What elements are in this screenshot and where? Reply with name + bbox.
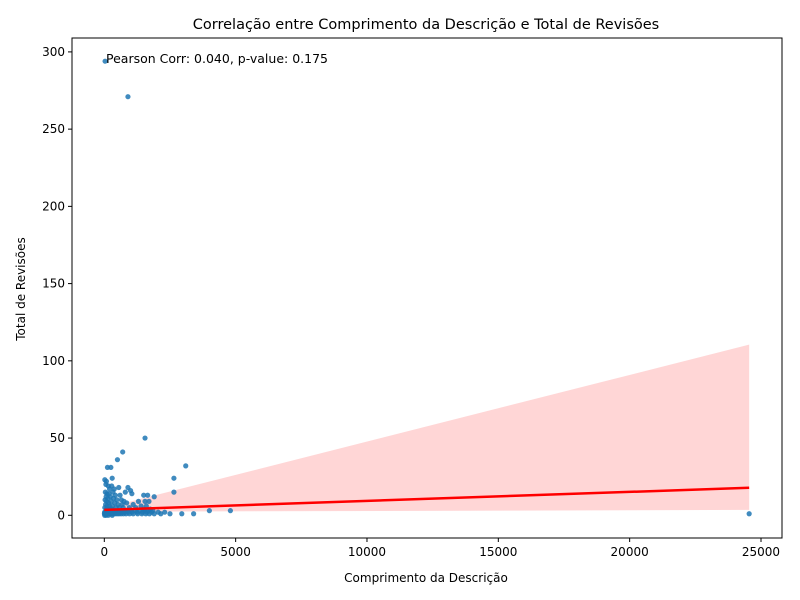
data-point-1 xyxy=(125,94,131,100)
data-point-21 xyxy=(171,489,177,495)
regression-line xyxy=(104,486,750,512)
data-point-124 xyxy=(143,511,149,517)
data-point-135 xyxy=(109,512,115,518)
data-point-83 xyxy=(206,508,212,514)
data-point-84 xyxy=(227,508,233,514)
x-tick-label-3: 15000 xyxy=(479,545,517,559)
y-tick-label-4: 200 xyxy=(42,199,65,213)
data-point-129 xyxy=(179,511,185,517)
data-point-131 xyxy=(746,511,752,517)
data-point-5 xyxy=(183,463,189,469)
data-point-0 xyxy=(102,58,108,64)
data-point-22 xyxy=(141,492,147,498)
data-point-41 xyxy=(146,498,152,504)
data-point-7 xyxy=(108,464,114,471)
data-point-127 xyxy=(158,511,164,517)
x-tick-label-2: 10000 xyxy=(348,545,386,559)
y-tick-label-0: 0 xyxy=(57,508,65,522)
data-point-3 xyxy=(120,449,126,455)
confidence-band xyxy=(104,344,750,512)
data-point-20 xyxy=(122,489,128,495)
data-point-122 xyxy=(135,511,141,517)
axes-frame xyxy=(71,37,783,539)
data-point-30 xyxy=(151,494,157,500)
data-point-123 xyxy=(139,511,145,517)
data-point-49 xyxy=(124,500,130,506)
data-point-8 xyxy=(171,475,177,481)
data-point-29 xyxy=(117,492,123,498)
pearson-annotation: Pearson Corr: 0.040, p-value: 0.175 xyxy=(106,51,328,66)
y-tick-label-1: 50 xyxy=(50,431,65,445)
data-point-31 xyxy=(129,491,135,497)
data-point-126 xyxy=(151,511,157,517)
y-tick-label-6: 300 xyxy=(42,45,65,59)
data-point-40 xyxy=(142,498,148,504)
data-point-120 xyxy=(126,511,133,517)
y-tick-label-2: 100 xyxy=(42,354,65,368)
data-point-134 xyxy=(105,512,111,518)
data-point-128 xyxy=(167,511,173,517)
data-point-16 xyxy=(116,484,122,491)
data-point-23 xyxy=(145,492,151,498)
x-tick-label-5: 25000 xyxy=(742,545,780,559)
y-tick-label-5: 250 xyxy=(42,122,65,136)
y-tick-label-3: 150 xyxy=(42,277,65,291)
y-axis-title: Total de Revisões xyxy=(14,237,28,342)
data-point-82 xyxy=(162,509,168,515)
data-point-125 xyxy=(146,511,153,517)
x-tick-label-4: 20000 xyxy=(611,545,649,559)
x-axis-title: Comprimento da Descrição xyxy=(344,571,508,585)
data-point-10 xyxy=(109,475,115,481)
plot-area: 0 5000 10000 15000 20000 25000 0 50 100 150 200 250… xyxy=(42,37,783,559)
data-point-130 xyxy=(191,511,197,517)
data-point-2 xyxy=(142,435,148,441)
data-point-4 xyxy=(114,457,121,463)
x-tick-label-1: 5000 xyxy=(220,545,251,559)
data-point-39 xyxy=(135,498,142,504)
chart-title: Correlação entre Comprimento da Descriçã… xyxy=(193,17,659,33)
x-tick-label-0: 0 xyxy=(100,545,108,559)
data-point-18 xyxy=(106,486,113,492)
data-point-121 xyxy=(130,511,136,517)
